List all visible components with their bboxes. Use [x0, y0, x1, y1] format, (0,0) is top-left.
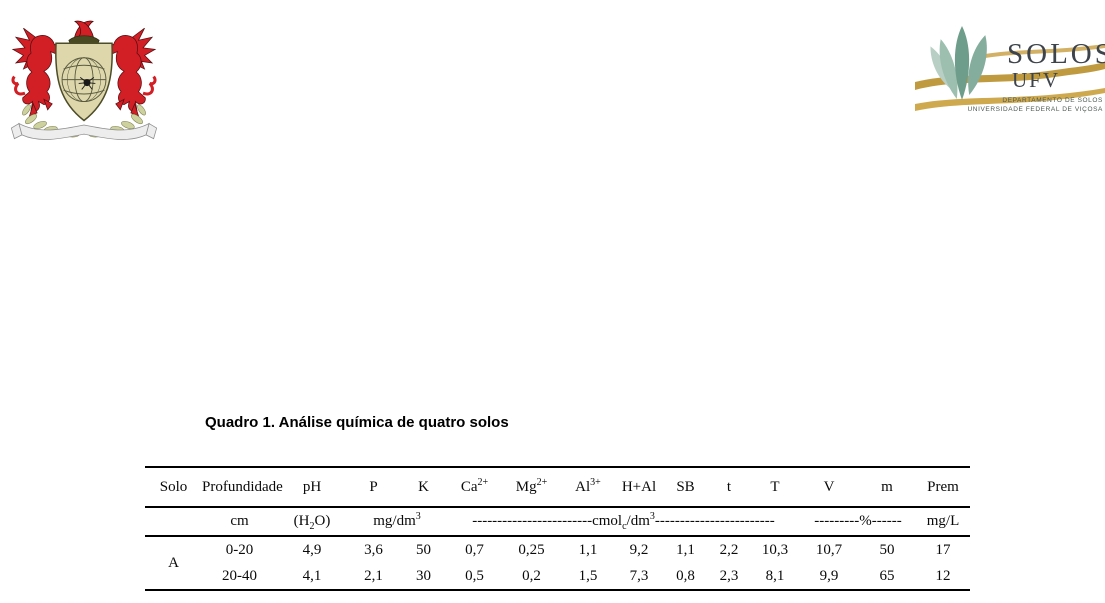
- table-cell: 30: [400, 563, 447, 591]
- units-solo: [145, 507, 202, 537]
- column-header-k: K: [400, 466, 447, 508]
- coat-of-arms-graphic: [10, 20, 158, 140]
- solos-ufv-logo: SOLOS UFV DEPARTAMENTO DE SOLOS UNIVERSI…: [915, 22, 1105, 118]
- column-header-solo: Solo: [145, 466, 202, 508]
- column-header-ph: pH: [277, 466, 347, 508]
- table-cell: 17: [935, 541, 951, 558]
- table-cell: 1,5: [561, 563, 615, 591]
- units-profundidade: cm: [202, 507, 277, 537]
- table-cell: 9,9: [800, 563, 858, 591]
- solos-logo-title: SOLOS: [1007, 38, 1105, 70]
- column-header-profundidade: Profundidade: [202, 466, 283, 508]
- dept-line-1: DEPARTAMENTO DE SOLOS: [1002, 97, 1103, 104]
- dragon-left-icon: [11, 26, 66, 118]
- units-row: cm (H2O) mg/dm3 ------------------------…: [145, 507, 970, 537]
- table-cell: 65: [858, 563, 916, 591]
- leaves-icon: [930, 26, 987, 100]
- table-cell: 50: [879, 541, 895, 558]
- table-cell: 0,5: [447, 563, 502, 591]
- table-caption: Quadro 1. Análise química de quatro solo…: [205, 414, 509, 431]
- table-cell: 20-40: [202, 563, 277, 591]
- ribbon-icon: [10, 122, 158, 140]
- table-cell: 9,2: [629, 541, 649, 558]
- globe-icon: [61, 57, 107, 103]
- table-cell: 0,7: [465, 541, 484, 558]
- units-ph: (H2O): [277, 507, 347, 537]
- column-header-t-lower: t: [708, 466, 750, 508]
- table-cell: 3,6: [364, 541, 383, 558]
- column-header-p: P: [347, 466, 400, 508]
- data-row-0-20: A 0-20 4,9 3,6 50 0,7 0,25 1,1 9,2 1,1 2…: [145, 536, 970, 591]
- table-cell: 0-20: [225, 541, 254, 558]
- column-header-m: m: [858, 466, 916, 508]
- column-header-prem: Prem: [916, 466, 970, 508]
- column-header-mg: Mg2+: [502, 466, 561, 508]
- solos-logo-graphic: [915, 26, 1105, 111]
- units-p-k: mg/dm3: [347, 507, 447, 537]
- table-cell: 7,3: [615, 563, 663, 591]
- header-row: Solo Profundidade pH P K Ca2+ Mg2+ Al3+ …: [145, 466, 970, 508]
- table-cell: 10,7: [815, 541, 843, 558]
- column-header-hal: H+Al: [615, 466, 663, 508]
- table-cell: 0,25: [518, 541, 545, 558]
- table-container: Solo Profundidade pH P K Ca2+ Mg2+ Al3+ …: [145, 466, 970, 591]
- table-cell: 1,1: [676, 541, 695, 558]
- units-percent: ---------%------: [800, 507, 916, 537]
- ufv-coat-of-arms: [8, 10, 160, 150]
- table-cell: 0,2: [502, 563, 561, 591]
- column-header-v: V: [800, 466, 858, 508]
- column-header-sb: SB: [663, 466, 708, 508]
- crest-horns-icon: [68, 20, 100, 47]
- table-cell: 12: [916, 563, 970, 591]
- table-cell: 50: [416, 541, 431, 558]
- table-cell: 2,3: [708, 563, 750, 591]
- table-cell: 2,1: [347, 563, 400, 591]
- table-cell: 4,1: [277, 563, 347, 591]
- data-row-20-40: 20-40 4,1 2,1 30 0,5 0,2 1,5 7,3 0,8 2,3…: [145, 563, 970, 591]
- table-cell: 10,3: [761, 541, 789, 558]
- soil-analysis-table: Solo Profundidade pH P K Ca2+ Mg2+ Al3+ …: [145, 466, 970, 591]
- column-header-t-upper: T: [750, 466, 800, 508]
- dragon-right-icon: [102, 26, 157, 118]
- table-cell: 2,2: [719, 541, 739, 558]
- table-cell: 4,9: [302, 541, 322, 558]
- solo-label-cell: A: [145, 536, 202, 591]
- column-header-ca: Ca2+: [447, 466, 502, 508]
- solos-logo-acronym: UFV: [1012, 68, 1061, 92]
- table-cell: 8,1: [750, 563, 800, 591]
- table-cell: 0,8: [663, 563, 708, 591]
- column-header-al: Al3+: [561, 466, 615, 508]
- units-cmol: ------------------------cmolc/dm3-------…: [447, 507, 800, 537]
- solos-logo-department: DEPARTAMENTO DE SOLOS UNIVERSIDADE FEDER…: [967, 97, 1103, 114]
- dept-line-2: UNIVERSIDADE FEDERAL DE VIÇOSA: [967, 105, 1103, 113]
- table-cell: 1,1: [578, 541, 598, 558]
- units-prem: mg/L: [916, 507, 970, 537]
